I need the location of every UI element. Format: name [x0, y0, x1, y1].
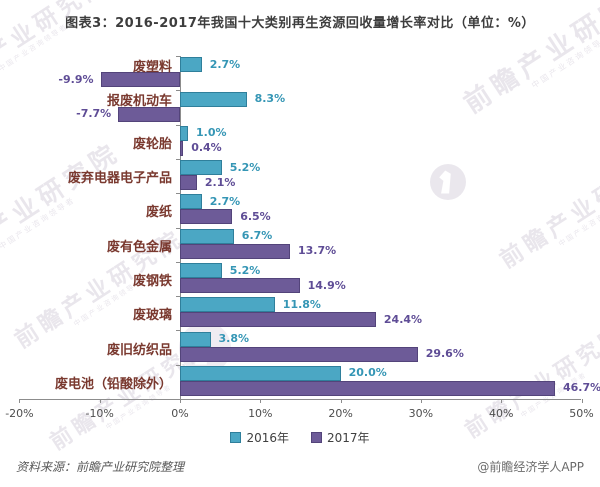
- x-tick-label: 10%: [248, 407, 273, 420]
- value-label: 20.0%: [348, 366, 387, 380]
- value-label: 5.2%: [229, 263, 261, 277]
- category-label: 废弃电器电子产品: [67, 171, 172, 186]
- legend-label: 2017年: [327, 431, 370, 445]
- category-boundary-tick: [176, 193, 181, 195]
- value-label: 11.8%: [282, 297, 321, 311]
- x-tick-label: 30%: [408, 407, 434, 420]
- legend-item-2016年: 2016年: [230, 429, 289, 446]
- x-tick-label: -10%: [85, 407, 114, 420]
- x-tick-label: 20%: [328, 407, 353, 420]
- value-label: 29.6%: [425, 347, 464, 361]
- value-label: 13.7%: [298, 244, 337, 258]
- value-label: 1.0%: [196, 126, 227, 140]
- x-axis-line: [20, 399, 581, 400]
- value-label: 24.4%: [383, 312, 423, 326]
- bar-2017年: [180, 346, 418, 362]
- bar-2016年: [180, 194, 202, 210]
- bar-2016年: [180, 57, 202, 73]
- value-label: 0.4%: [191, 141, 222, 155]
- credit-note: @前瞻经济学人APP: [477, 460, 584, 474]
- category-label: 废旧纺织品: [106, 342, 172, 358]
- x-tick-label: 0%: [171, 407, 189, 420]
- legend-item-2017年: 2017年: [311, 429, 370, 446]
- category-label: 报废机动车: [106, 94, 172, 109]
- legend: 2016年 2017年: [0, 429, 600, 446]
- bar-2016年: [180, 365, 341, 381]
- x-axis-tick: [99, 399, 101, 403]
- x-axis-tick: [340, 399, 342, 403]
- x-tick-label: -20%: [5, 407, 34, 420]
- category-boundary-tick: [176, 261, 181, 263]
- x-tick-label: 40%: [488, 407, 514, 420]
- category-boundary-tick: [176, 330, 181, 332]
- value-label: 2.7%: [209, 57, 241, 71]
- category-boundary-tick: [176, 399, 181, 400]
- category-boundary-tick: [176, 227, 181, 229]
- category-label: 废有色金属: [106, 239, 172, 255]
- x-tick-label: 50%: [569, 407, 594, 420]
- category-boundary-tick: [176, 124, 181, 126]
- bar-2017年: [100, 72, 180, 88]
- bar-2017年: [180, 380, 555, 396]
- chart-title: 图表3：2016-2017年我国十大类别再生资源回收量增长率对比（单位：%）: [65, 16, 535, 31]
- value-label: 3.8%: [218, 332, 250, 346]
- x-axis-tick: [260, 399, 262, 403]
- legend-swatch: [311, 432, 322, 443]
- x-axis-tick: [180, 399, 181, 403]
- bar-2016年: [180, 160, 222, 176]
- bar-2017年: [180, 312, 376, 328]
- value-label: 6.5%: [240, 209, 271, 223]
- bar-2016年: [180, 228, 234, 244]
- category-boundary-tick: [176, 296, 181, 298]
- category-label: 废电池（铅酸除外）: [54, 376, 172, 392]
- category-boundary-tick: [176, 364, 181, 366]
- bar-2017年: [180, 175, 197, 191]
- legend-swatch: [230, 432, 242, 443]
- legend-label: 2016年: [246, 431, 289, 445]
- source-note: 资料来源：前瞻产业研究院整理: [16, 460, 185, 474]
- value-label: -9.9%: [58, 72, 94, 86]
- category-boundary-tick: [176, 90, 181, 92]
- bar-2017年: [180, 209, 233, 225]
- bar-2017年: [180, 140, 184, 156]
- category-boundary-tick: [176, 158, 181, 160]
- category-label: 废轮胎: [132, 136, 172, 152]
- value-label: 8.3%: [254, 92, 286, 105]
- category-label: 废塑料: [132, 59, 172, 75]
- bar-2016年: [180, 91, 247, 107]
- value-label: 2.1%: [204, 175, 236, 189]
- value-label: 46.7%: [563, 381, 600, 395]
- value-label: 2.7%: [209, 194, 241, 208]
- x-axis-tick: [581, 399, 583, 403]
- bar-2016年: [180, 331, 211, 347]
- bar-2016年: [180, 297, 275, 313]
- x-axis-tick: [501, 399, 503, 403]
- value-label: 5.2%: [229, 160, 261, 174]
- category-boundary-tick: [176, 56, 181, 57]
- bar-2017年: [118, 106, 180, 122]
- x-axis-tick: [19, 399, 21, 403]
- category-label: 废纸: [145, 205, 172, 221]
- value-label: -7.7%: [76, 107, 112, 120]
- value-label: 14.9%: [307, 278, 346, 292]
- x-axis-tick: [420, 399, 422, 403]
- category-label: 废玻璃: [132, 308, 172, 324]
- category-label: 废钢铁: [132, 273, 172, 289]
- bar-2016年: [180, 263, 222, 278]
- bar-2017年: [180, 243, 290, 259]
- bar-2017年: [180, 278, 300, 293]
- bar-2016年: [180, 125, 188, 141]
- value-label: 6.7%: [241, 229, 273, 243]
